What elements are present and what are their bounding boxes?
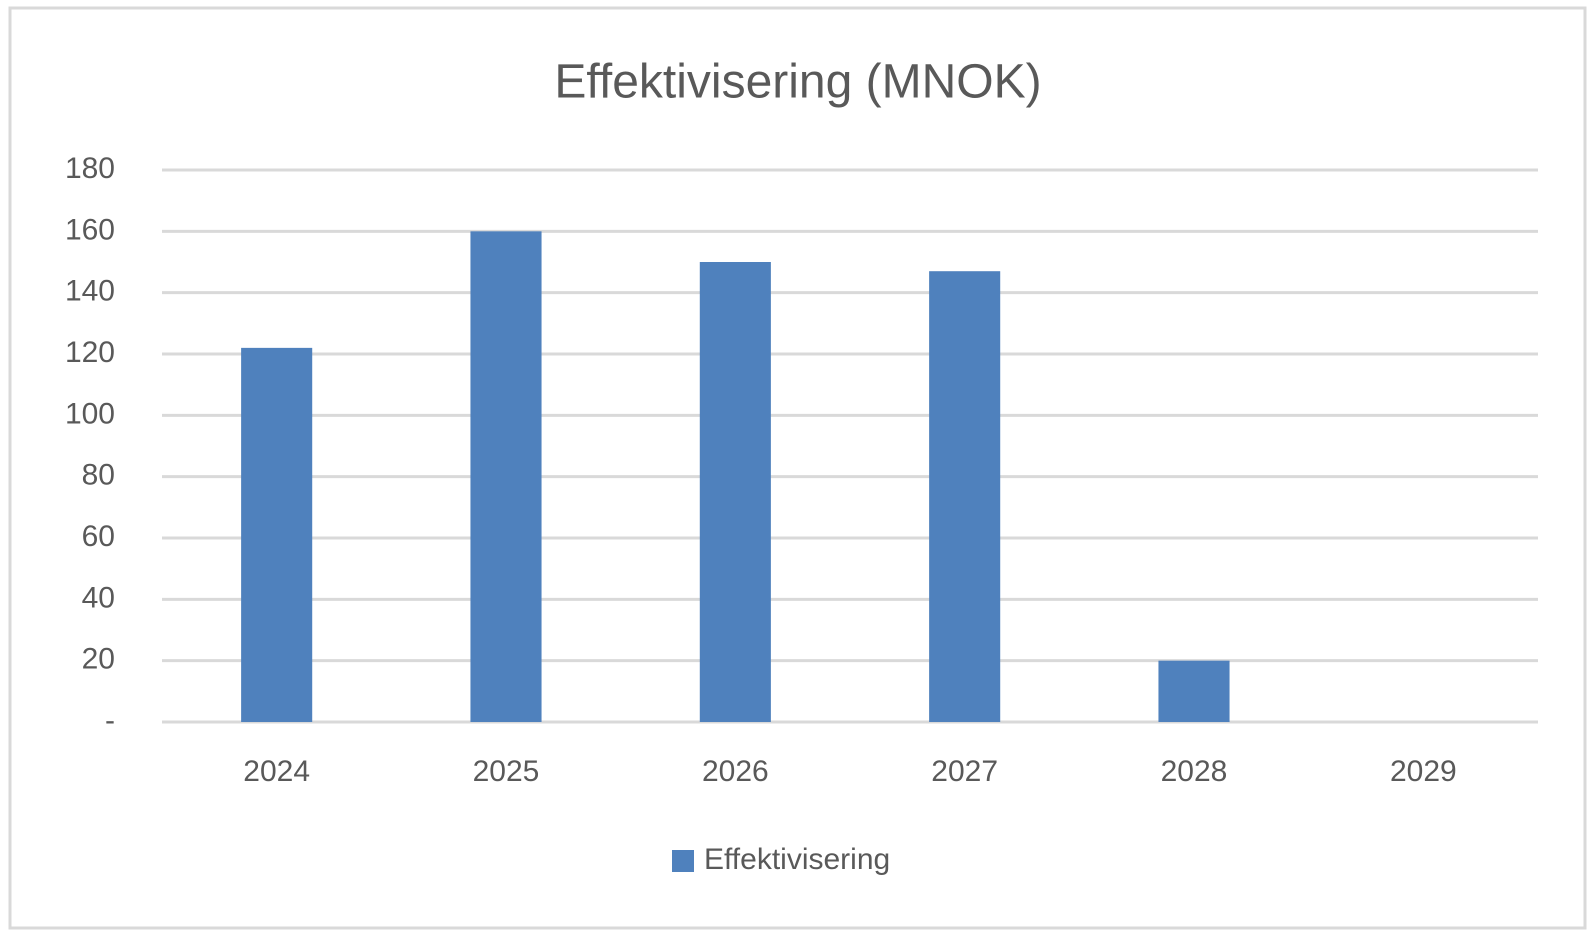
x-tick-label: 2025 [473,755,540,788]
bar [241,347,313,722]
chart-title: Effektivisering (MNOK) [554,56,1041,109]
x-tick-label: 2026 [702,755,769,788]
x-tick-label: 2029 [1390,755,1457,788]
bar [929,271,1001,722]
y-tick-label: 40 [82,581,115,614]
y-tick-label: 160 [65,213,115,246]
y-tick-label: - [105,704,115,737]
bar [470,231,542,723]
x-tick-label: 2028 [1161,755,1228,788]
y-tick-label: 80 [82,459,115,492]
bar [699,262,771,722]
y-tick-label: 60 [82,520,115,553]
x-tick-label: 2027 [931,755,998,788]
y-tick-label: 120 [65,336,115,369]
y-tick-label: 20 [82,643,115,676]
bar [1158,660,1230,722]
legend-swatch [672,850,694,872]
x-tick-label: 2024 [243,755,310,788]
legend-label: Effektivisering [704,843,890,876]
y-tick-label: 180 [65,152,115,185]
y-tick-label: 140 [65,275,115,308]
y-tick-label: 100 [65,397,115,430]
